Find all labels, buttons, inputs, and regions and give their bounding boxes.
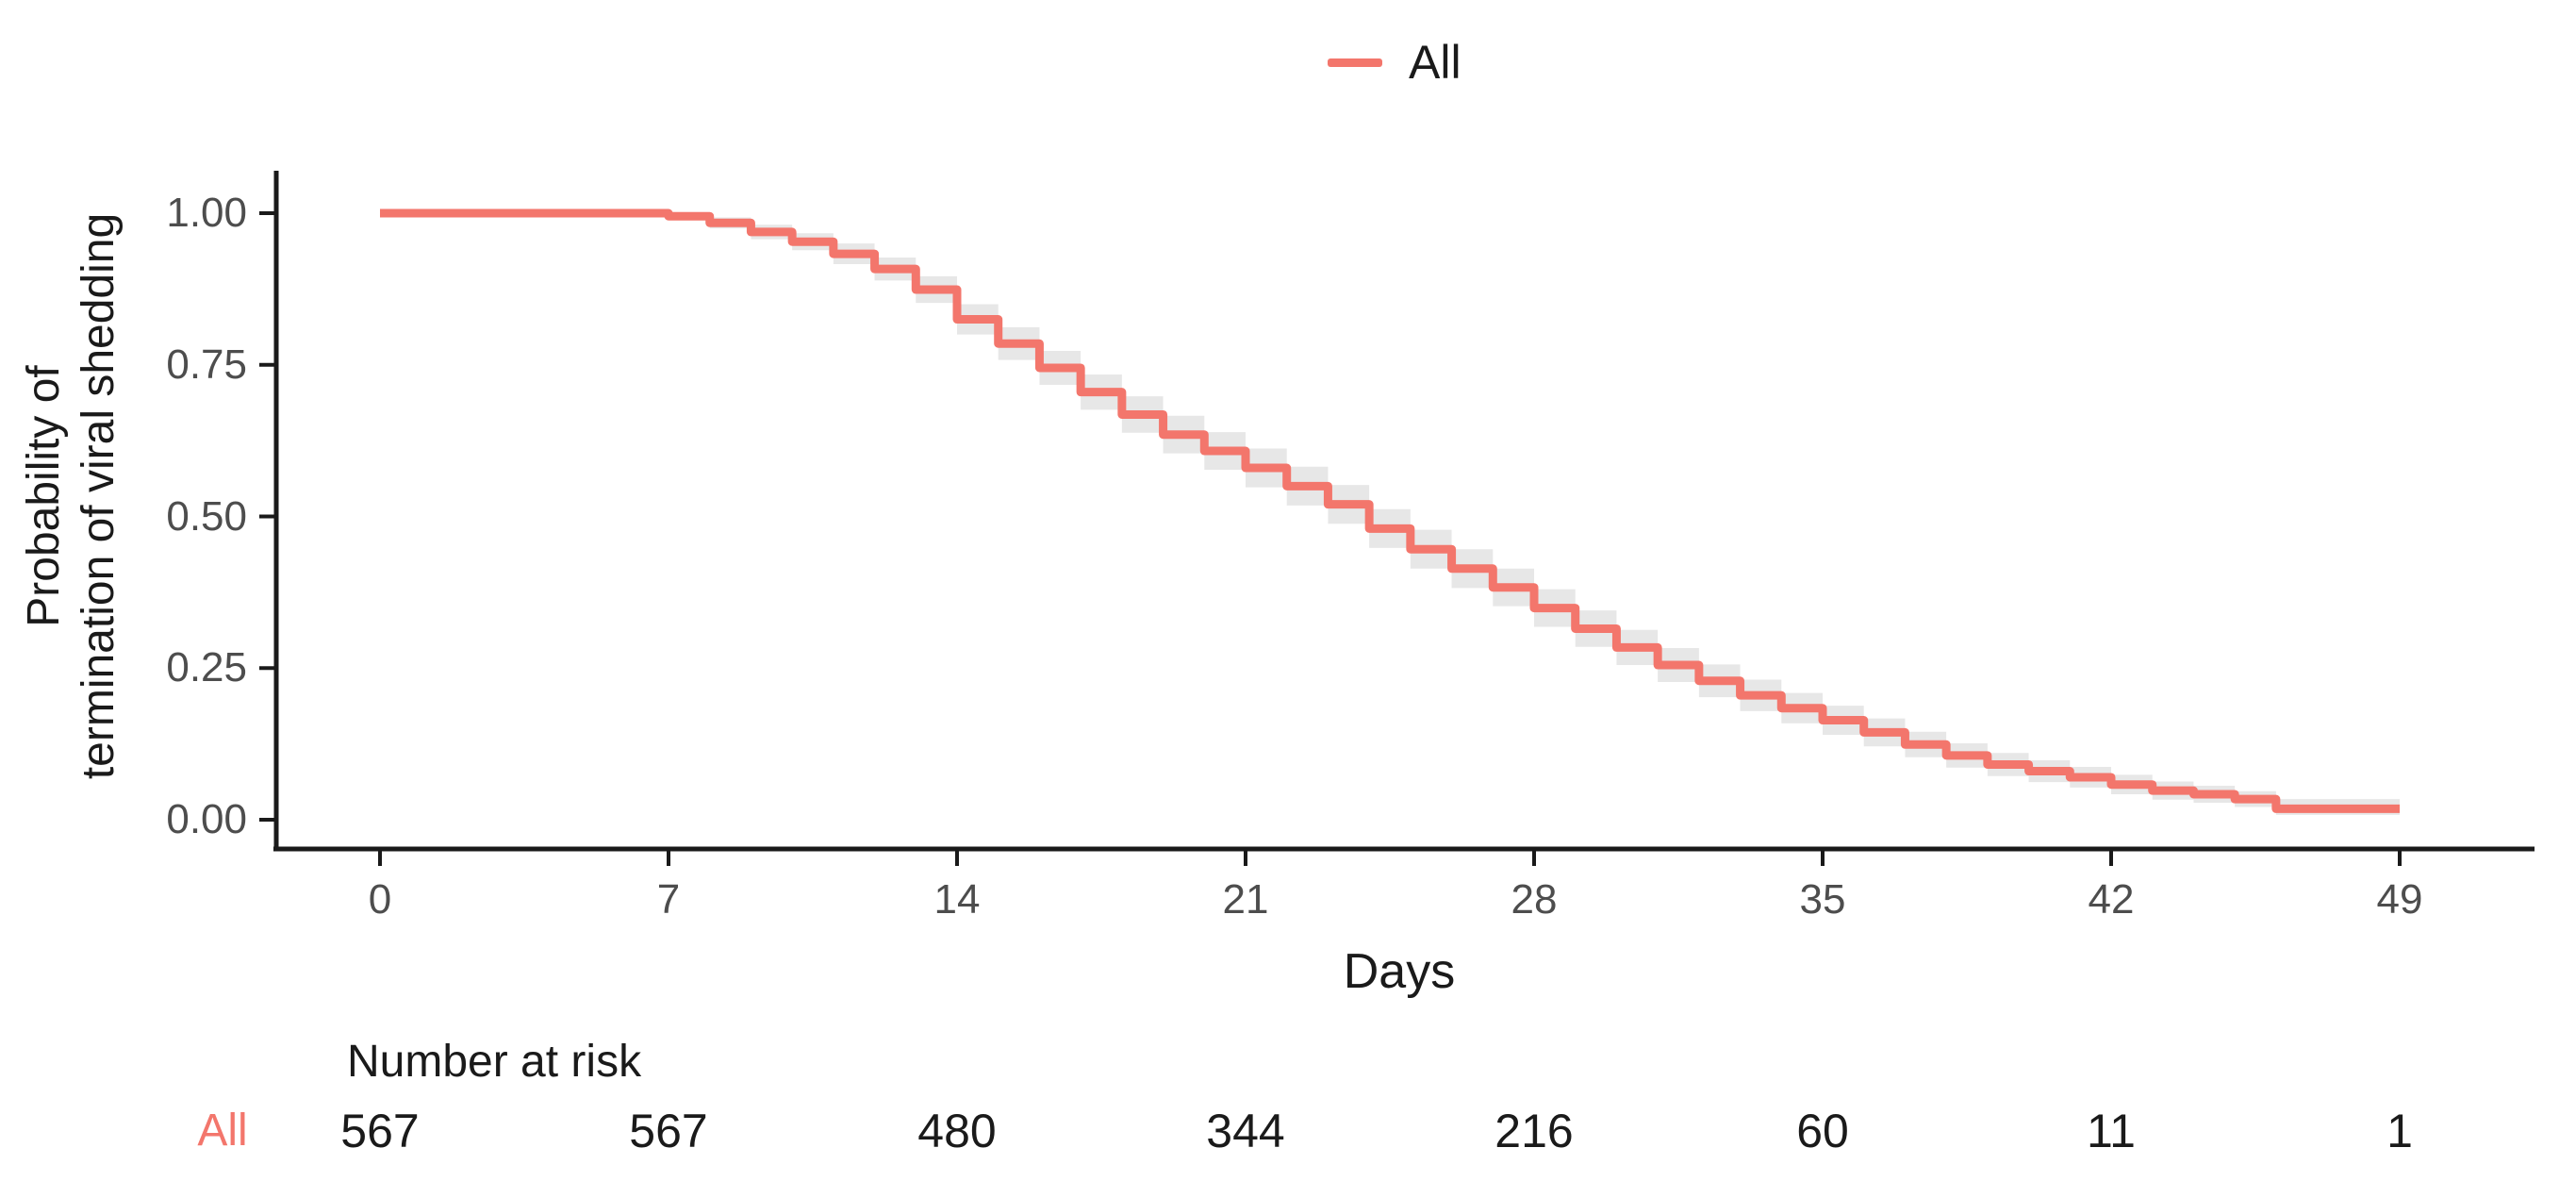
x-tick-label: 28 — [1511, 876, 1558, 923]
y-tick-label: 1.00 — [166, 190, 247, 236]
risk-count: 11 — [2087, 1105, 2136, 1157]
risk-count: 60 — [1796, 1105, 1849, 1157]
risk-count: 567 — [340, 1105, 420, 1157]
y-tick-label: 0.25 — [166, 644, 247, 691]
confidence-band — [380, 213, 2400, 815]
x-tick-label: 35 — [1799, 876, 1846, 923]
risk-table-header: Number at risk — [347, 1037, 642, 1087]
legend: All — [1328, 34, 1461, 91]
survival-curve-line — [380, 208, 2400, 813]
legend-line-icon — [1328, 58, 1382, 67]
y-tick-label: 0.75 — [166, 341, 247, 388]
x-tick-label: 49 — [2376, 876, 2423, 923]
x-tick-label: 42 — [2088, 876, 2135, 923]
risk-count: 1 — [2386, 1105, 2413, 1157]
risk-count: 480 — [917, 1105, 997, 1157]
x-axis-title: Days — [1343, 944, 1456, 999]
y-tick-label: 0.50 — [166, 492, 247, 540]
risk-count: 567 — [629, 1105, 708, 1157]
x-tick-label: 21 — [1222, 876, 1269, 923]
legend-label: All — [1409, 36, 1461, 89]
y-axis-title-line1: Probability of — [19, 365, 69, 627]
x-tick-label: 0 — [368, 876, 392, 923]
x-tick-label: 14 — [933, 876, 981, 923]
risk-row-label: All — [197, 1106, 248, 1156]
y-tick-label: 0.00 — [166, 796, 247, 842]
risk-count: 344 — [1206, 1105, 1285, 1157]
x-tick-label: 7 — [656, 876, 681, 923]
risk-count: 216 — [1494, 1105, 1574, 1157]
